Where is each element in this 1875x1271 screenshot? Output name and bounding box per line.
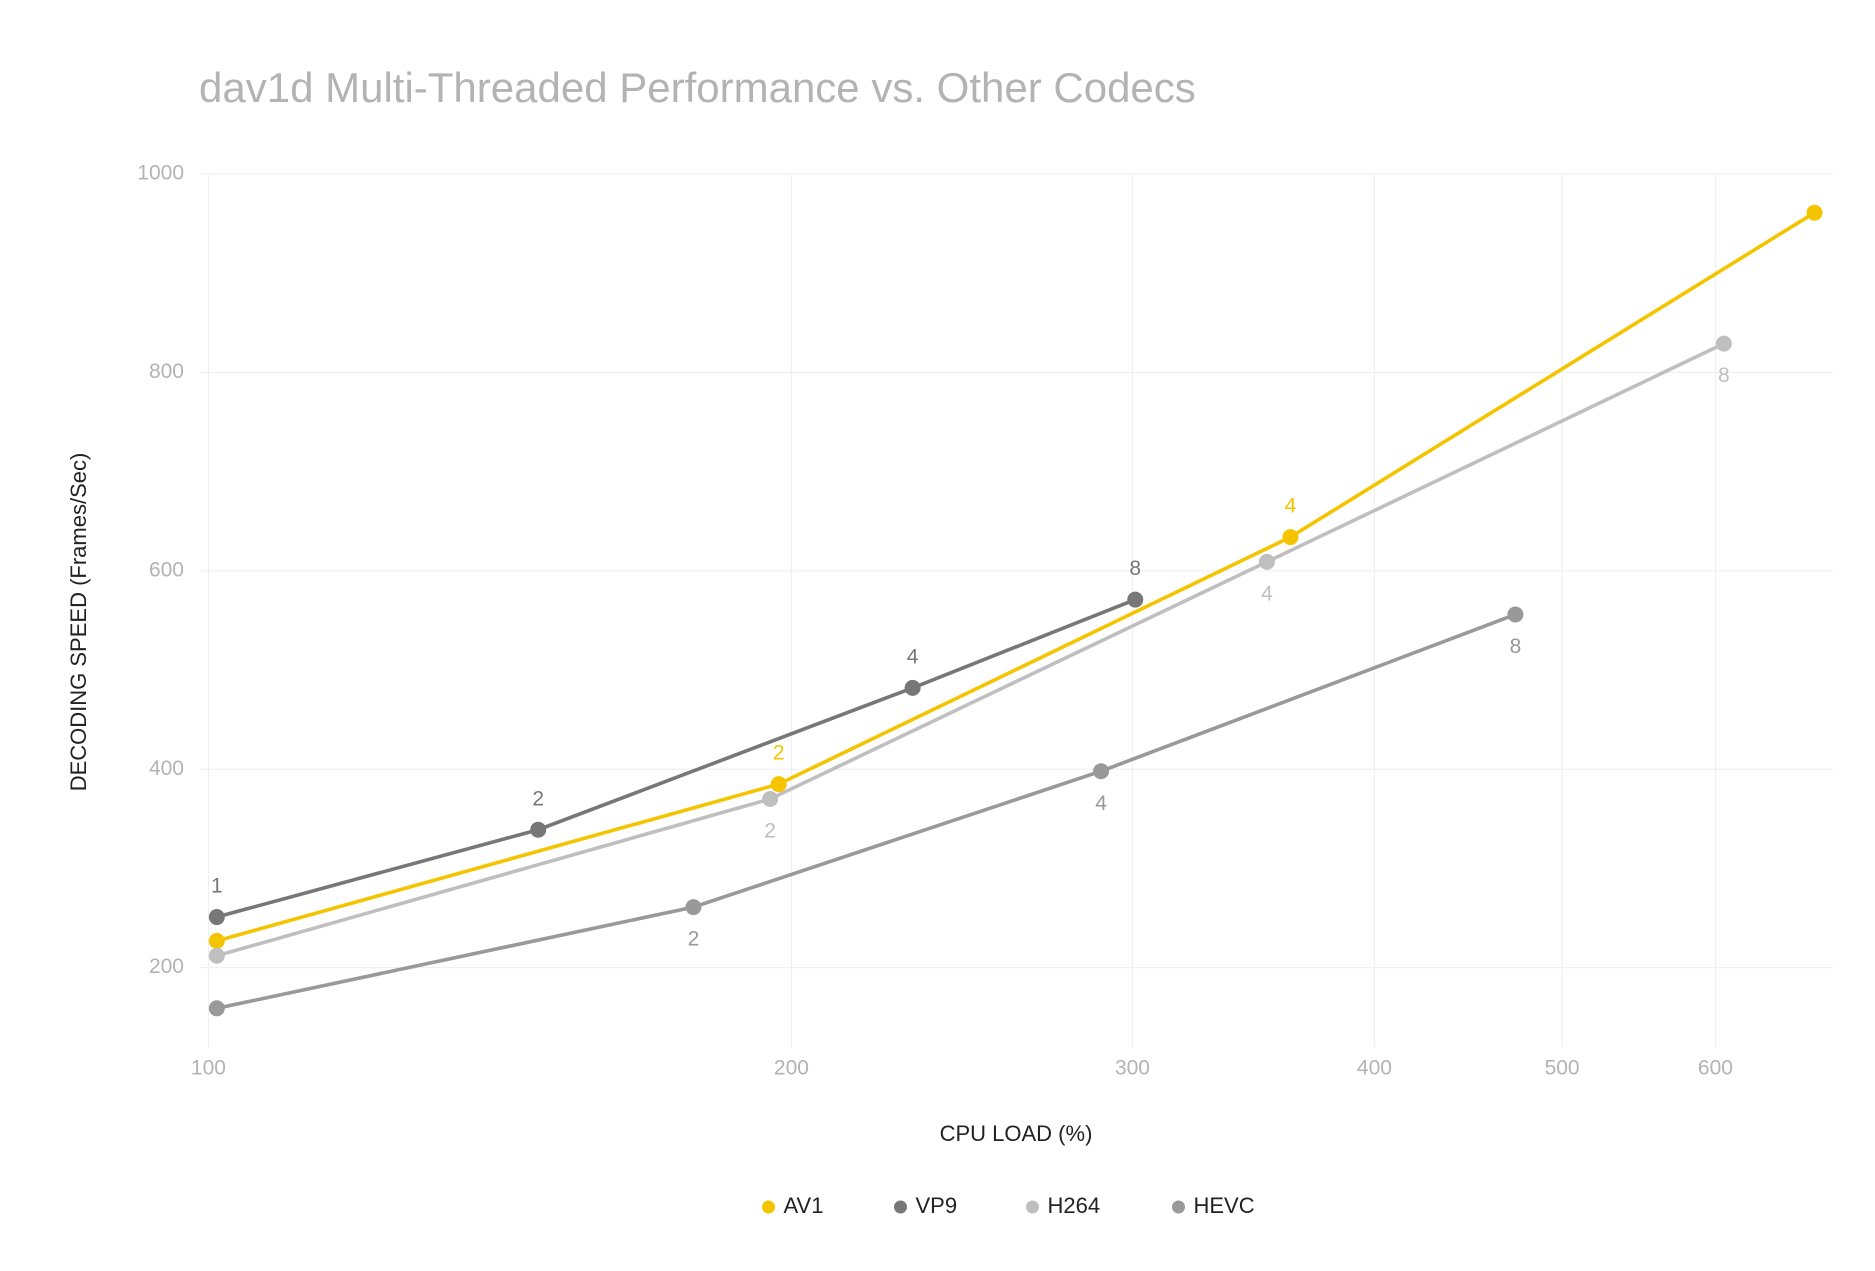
point-label: 4: [1095, 792, 1107, 815]
data-point: [208, 909, 225, 926]
point-label: 4: [1285, 495, 1297, 518]
legend-marker: [1026, 1200, 1039, 1214]
data-point: [208, 947, 225, 964]
x-axis-label: CPU LOAD (%): [940, 1121, 1093, 1146]
point-label: 2: [773, 742, 785, 765]
chart-title: dav1d Multi-Threaded Performance vs. Oth…: [199, 64, 1196, 111]
series-line: [216, 612, 1517, 1011]
x-tick-label: 200: [774, 1057, 809, 1080]
legend-label: H264: [1048, 1193, 1101, 1218]
data-point: [208, 1000, 225, 1017]
data-point: [904, 679, 921, 696]
y-tick-label: 200: [149, 955, 184, 978]
data-point: [685, 899, 702, 916]
data-point: [1093, 763, 1110, 780]
legend-marker: [1172, 1200, 1185, 1214]
data-point: [770, 776, 787, 793]
x-tick-label: 100: [191, 1057, 226, 1080]
data-point: [1127, 591, 1144, 608]
legend-marker: [762, 1200, 775, 1214]
data-point: [1507, 606, 1524, 623]
y-tick-label: 400: [149, 757, 184, 780]
data-point: [530, 821, 547, 838]
point-label: 2: [688, 928, 700, 951]
data-point: [1282, 529, 1299, 546]
y-axis-label: DECODING SPEED (Frames/Sec): [66, 453, 91, 792]
series-line: [216, 211, 1816, 943]
y-tick-label: 800: [149, 360, 184, 383]
series-line: [216, 597, 1136, 919]
series-line: [216, 342, 1725, 958]
point-label: 1: [211, 875, 223, 898]
x-tick-label: 400: [1357, 1057, 1392, 1080]
legend-label: HEVC: [1194, 1193, 1255, 1218]
data-point: [762, 790, 779, 807]
y-tick-label: 1000: [137, 162, 184, 185]
legend-label: AV1: [784, 1193, 824, 1218]
legend-label: VP9: [916, 1193, 958, 1218]
data-point: [208, 932, 225, 949]
data-point: [1258, 553, 1275, 570]
legend-marker: [894, 1200, 907, 1214]
x-tick-label: 600: [1698, 1057, 1733, 1080]
x-tick-label: 500: [1545, 1057, 1580, 1080]
x-tick-label: 300: [1115, 1057, 1150, 1080]
point-label: 4: [1261, 582, 1273, 605]
point-label: 8: [1718, 364, 1730, 387]
point-label: 2: [532, 787, 544, 810]
point-label: 8: [1510, 635, 1522, 658]
point-label: 8: [1129, 557, 1141, 580]
data-point: [1806, 204, 1823, 221]
data-point: [1715, 335, 1732, 352]
y-tick-label: 600: [149, 558, 184, 581]
point-label: 2: [764, 820, 776, 843]
point-label: 4: [907, 645, 919, 668]
